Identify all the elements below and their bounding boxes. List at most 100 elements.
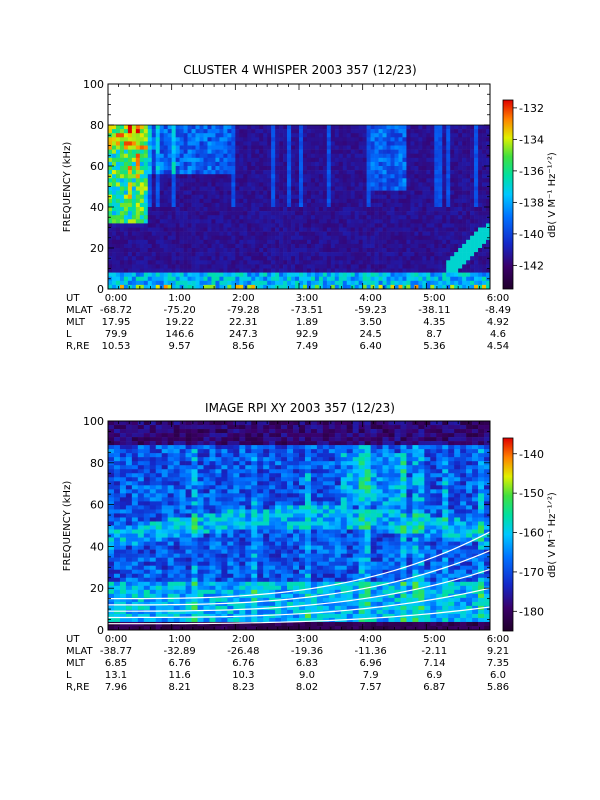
ephemeris-value: 6.40 <box>360 341 382 352</box>
ephemeris-value: -19.36 <box>291 646 323 657</box>
ephemeris-value: -73.51 <box>291 305 323 316</box>
ephemeris-value: -75.20 <box>164 305 196 316</box>
axes: 0 20 40 60 80 100 <box>83 415 491 637</box>
ephemeris-value: 1:00 <box>168 293 190 304</box>
ephemeris-value: 4.92 <box>487 317 509 328</box>
colorbar-tick-label: -140 <box>519 228 544 241</box>
spectrogram <box>108 84 491 290</box>
colorbar-tick-label: -160 <box>519 527 544 540</box>
ephemeris-value: 1.89 <box>296 317 318 328</box>
ephemeris-value: 24.5 <box>360 329 382 340</box>
spectrogram <box>108 421 491 631</box>
ephemeris-value: 7.14 <box>423 658 445 669</box>
ephemeris-value: 6.76 <box>232 658 254 669</box>
ephemeris-row-label: MLT <box>66 317 86 328</box>
ephemeris-value: 7.57 <box>360 682 382 693</box>
ephemeris-value: 8.02 <box>296 682 318 693</box>
ephemeris-value: 6.96 <box>360 658 382 669</box>
y-axis-label: FREQUENCY (kHz) <box>62 142 73 233</box>
ephemeris-value: 3:00 <box>296 634 318 645</box>
colorbar-tick-label: -132 <box>519 102 544 115</box>
ephemeris-value: 146.6 <box>165 329 194 340</box>
y-tick-label: 80 <box>90 119 104 132</box>
ephemeris-value: 6.85 <box>105 658 127 669</box>
y-tick-label: 80 <box>90 457 104 470</box>
ephemeris-table: UT 0:00 1:00 2:00 3:00 4:00 5:00 6:00 MLAT -68.72… <box>66 293 511 352</box>
y-tick-label: 20 <box>90 242 104 255</box>
no-data-region <box>108 84 490 125</box>
ephemeris-value: 7.96 <box>105 682 127 693</box>
colorbar-label: dB( V M⁻¹ Hz⁻¹ᐟ²) <box>547 492 558 578</box>
ephemeris-value: -79.28 <box>227 305 259 316</box>
ephemeris-value: 8.56 <box>232 341 254 352</box>
ephemeris-row-label: R,RE <box>66 682 89 693</box>
ephemeris-value: 7.9 <box>363 670 379 681</box>
y-tick-label: 0 <box>97 624 104 637</box>
ephemeris-value: 10.3 <box>232 670 254 681</box>
colorbar-tick-label: -134 <box>519 133 544 146</box>
ephemeris-value: -8.49 <box>485 305 511 316</box>
ephemeris-value: 5:00 <box>423 293 445 304</box>
ephemeris-row-label: MLT <box>66 658 86 669</box>
plasma-line <box>108 587 491 619</box>
colorbar-tick-label: -138 <box>519 196 544 209</box>
ephemeris-value: 13.1 <box>105 670 127 681</box>
ephemeris-value: 6.0 <box>490 670 506 681</box>
colorbar-tick-label: -180 <box>519 605 544 618</box>
ephemeris-value: 9.21 <box>487 646 509 657</box>
ephemeris-row-label: MLAT <box>66 646 93 657</box>
ephemeris-table: UT 0:00 1:00 2:00 3:00 4:00 5:00 6:00 MLAT -38.77… <box>66 634 509 693</box>
ephemeris-value: 4:00 <box>359 634 381 645</box>
y-tick-label: 100 <box>83 415 104 428</box>
ephemeris-row-label: UT <box>66 293 80 304</box>
ephemeris-value: 9.57 <box>169 341 191 352</box>
colorbar-tick-label: -170 <box>519 566 544 579</box>
ephemeris-value: 5:00 <box>423 634 445 645</box>
ephemeris-row-label: UT <box>66 634 80 645</box>
ephemeris-value: 0:00 <box>105 293 127 304</box>
y-tick-label: 60 <box>90 160 104 173</box>
ephemeris-value: 19.22 <box>165 317 194 328</box>
y-tick-label: 40 <box>90 201 104 214</box>
ephemeris-value: 1:00 <box>168 634 190 645</box>
ephemeris-value: -68.72 <box>100 305 132 316</box>
ephemeris-value: 2:00 <box>232 634 254 645</box>
ephemeris-value: 0:00 <box>105 634 127 645</box>
ephemeris-value: 17.95 <box>102 317 131 328</box>
ephemeris-row-label: R,RE <box>66 341 89 352</box>
chart-title: IMAGE RPI XY 2003 357 (12/23) <box>205 401 395 415</box>
ephemeris-value: 4.54 <box>487 341 509 352</box>
ephemeris-value: -38.77 <box>100 646 132 657</box>
ephemeris-value: 5.36 <box>423 341 445 352</box>
plasma-line <box>108 606 491 625</box>
y-tick-label: 40 <box>90 540 104 553</box>
colorbar-ticks: -132 -134 -136 -138 -140 -142 <box>513 102 544 272</box>
panel-cluster: CLUSTER 4 WHISPER 2003 357 (12/23) 0 20 40… <box>62 63 558 352</box>
colorbar-tick-label: -140 <box>519 448 544 461</box>
ephemeris-value: -26.48 <box>227 646 259 657</box>
y-tick-label: 0 <box>97 283 104 296</box>
colorbar <box>502 99 514 290</box>
ephemeris-value: 6.83 <box>296 658 318 669</box>
colorbar-tick-label: -136 <box>519 165 544 178</box>
y-tick-label: 100 <box>83 78 104 91</box>
ephemeris-value: -32.89 <box>164 646 196 657</box>
ephemeris-row-label: MLAT <box>66 305 93 316</box>
ephemeris-value: 7.49 <box>296 341 318 352</box>
plasma-line <box>108 568 491 612</box>
colorbar <box>502 437 514 632</box>
ephemeris-value: 22.31 <box>229 317 258 328</box>
colorbar-tick-label: -142 <box>519 259 544 272</box>
ephemeris-value: 6.76 <box>169 658 191 669</box>
y-tick-label: 60 <box>90 499 104 512</box>
plasma-line <box>108 550 491 606</box>
colorbar-ticks: -140 -150 -160 -170 -180 <box>513 448 544 618</box>
ephemeris-value: -2.11 <box>421 646 447 657</box>
panel-image: IMAGE RPI XY 2003 357 (12/23) 0 20 40 60 80 1… <box>62 401 558 693</box>
colorbar-label: dB( V M⁻¹ Hz⁻¹ᐟ²) <box>547 152 558 238</box>
colorbar-tick-label: -150 <box>519 487 544 500</box>
ephemeris-value: 4.35 <box>423 317 445 328</box>
ephemeris-value: 4:00 <box>359 293 381 304</box>
ephemeris-value: 6.87 <box>423 682 445 693</box>
